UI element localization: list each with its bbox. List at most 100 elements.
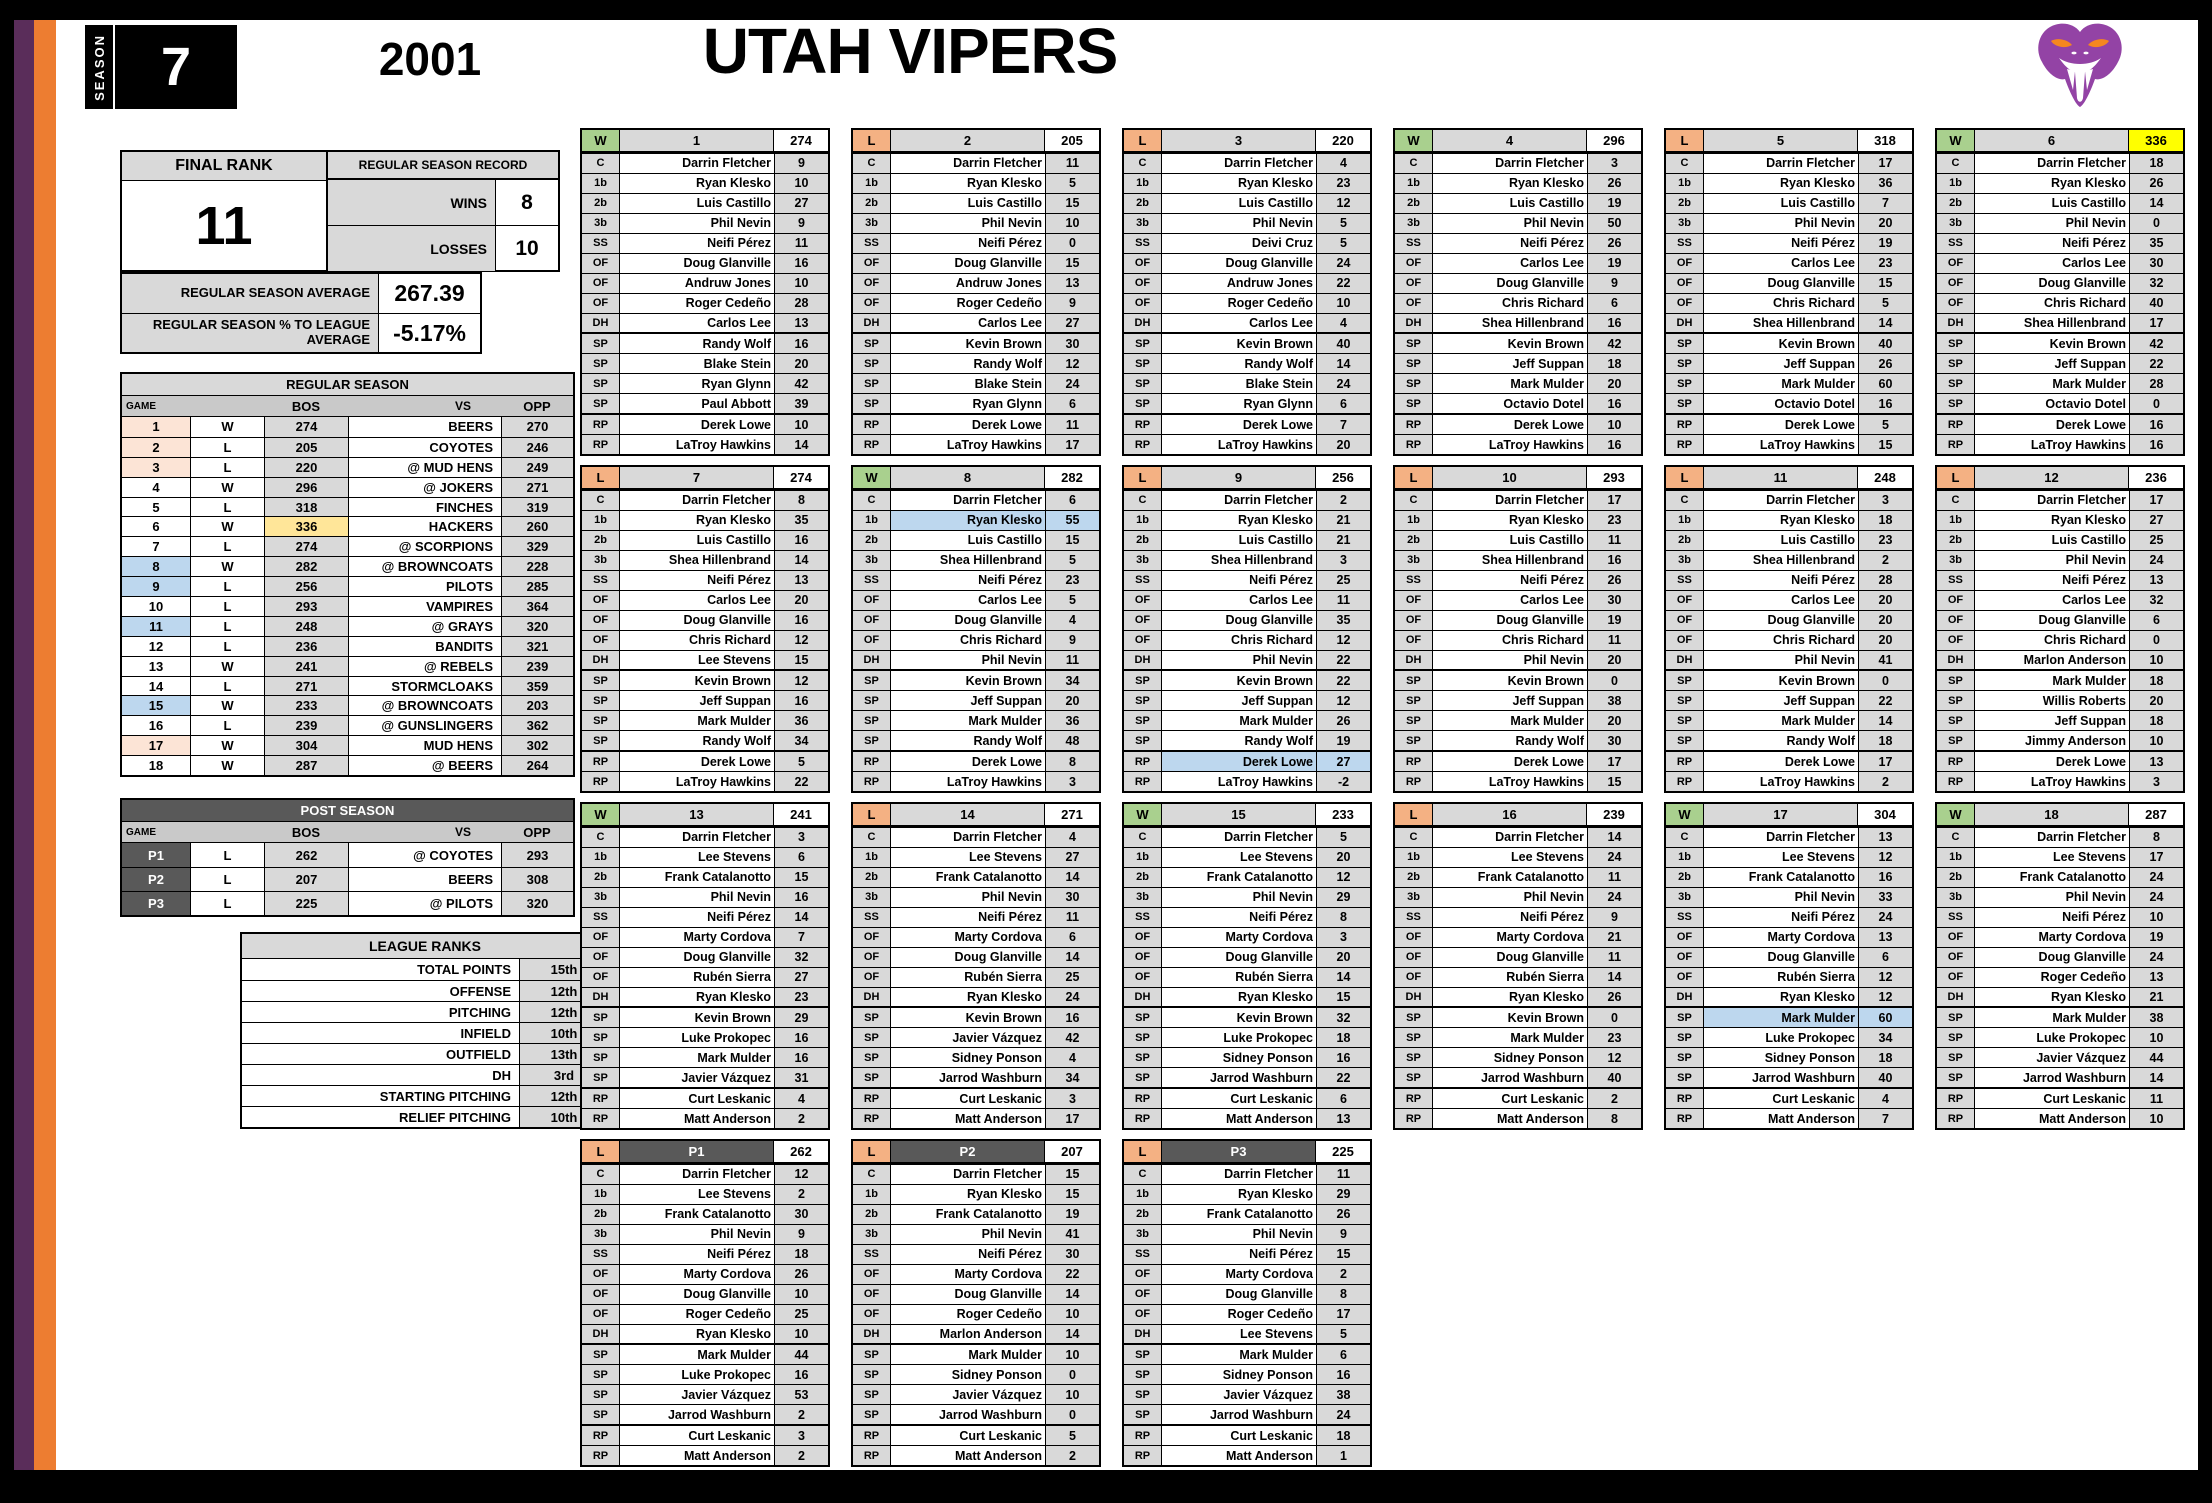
player-points-cell: 42 bbox=[774, 374, 828, 394]
team-score-cell: 274 bbox=[264, 537, 348, 557]
league-rank-row: DH 3rd bbox=[242, 1064, 608, 1085]
player-points-cell: 20 bbox=[1587, 374, 1641, 394]
player-row: SP Randy Wolf 30 bbox=[1395, 730, 1641, 753]
position-cell: SP bbox=[1395, 1008, 1433, 1028]
player-name-cell: Javier Vázquez bbox=[891, 1385, 1045, 1405]
player-name-cell: Mark Mulder bbox=[1162, 1345, 1316, 1365]
position-cell: SP bbox=[582, 1385, 620, 1405]
player-row: SP Mark Mulder 18 bbox=[1937, 671, 2183, 691]
game-box-header: W 18 287 bbox=[1937, 804, 2183, 827]
col-game: GAME bbox=[126, 826, 156, 838]
position-cell: SS bbox=[1666, 907, 1704, 927]
position-cell: RP bbox=[1395, 435, 1433, 455]
game-result-cell: W bbox=[1937, 130, 1975, 151]
player-points-cell: 10 bbox=[2129, 650, 2183, 670]
player-points-cell: 30 bbox=[2129, 253, 2183, 273]
player-row: SP Jeff Suppan 22 bbox=[1666, 690, 1912, 711]
game-number-cell: 7 bbox=[152, 539, 160, 555]
player-row: SP Mark Mulder 26 bbox=[1124, 710, 1370, 731]
player-name-cell: Phil Nevin bbox=[1704, 213, 1858, 233]
position-cell: OF bbox=[853, 1284, 891, 1304]
player-row: 1b Lee Stevens 2 bbox=[582, 1183, 828, 1204]
player-row: OF Roger Cedeño 17 bbox=[1124, 1303, 1370, 1324]
player-name-cell: Matt Anderson bbox=[1975, 1109, 2129, 1129]
player-row: DH Ryan Klesko 23 bbox=[582, 986, 828, 1009]
player-name-cell: Kevin Brown bbox=[891, 671, 1045, 691]
position-cell: SP bbox=[1666, 1048, 1704, 1068]
position-cell: C bbox=[853, 1165, 891, 1184]
position-cell: 3b bbox=[853, 213, 891, 233]
player-row: OF Chris Richard 40 bbox=[1937, 292, 2183, 313]
player-row: OF Doug Glanville 16 bbox=[582, 252, 828, 273]
player-points-cell: 23 bbox=[774, 987, 828, 1007]
player-row: OF Doug Glanville 14 bbox=[853, 946, 1099, 967]
player-row: RP LaTroy Hawkins 20 bbox=[1124, 434, 1370, 455]
player-points-cell: 16 bbox=[1316, 1048, 1370, 1068]
player-points-cell: 40 bbox=[1858, 1068, 1912, 1088]
position-cell: SS bbox=[853, 907, 891, 927]
position-cell: SP bbox=[853, 671, 891, 691]
player-name-cell: Phil Nevin bbox=[1433, 213, 1587, 233]
player-name-cell: Jeff Suppan bbox=[1433, 691, 1587, 711]
player-name-cell: Phil Nevin bbox=[1162, 1224, 1316, 1244]
position-cell: OF bbox=[582, 610, 620, 630]
team-score-cell: 241 bbox=[264, 656, 348, 676]
player-points-cell: 0 bbox=[1858, 671, 1912, 691]
player-points-cell: 12 bbox=[1858, 987, 1912, 1007]
position-cell: RP bbox=[1124, 415, 1162, 435]
game-box: W 15 233 C Darrin Fletcher 5 1b Lee Stevens 20 2b… bbox=[1122, 802, 1372, 1130]
position-cell: RP bbox=[1666, 435, 1704, 455]
team-score-cell: 287 bbox=[264, 756, 348, 776]
player-points-cell: 18 bbox=[1587, 354, 1641, 374]
player-name-cell: Ryan Klesko bbox=[1433, 987, 1587, 1007]
player-name-cell: Phil Nevin bbox=[1975, 213, 2129, 233]
player-name-cell: Derek Lowe bbox=[1704, 415, 1858, 435]
position-cell: OF bbox=[1124, 1284, 1162, 1304]
player-points-cell: 16 bbox=[1587, 394, 1641, 414]
position-cell: OF bbox=[582, 630, 620, 650]
player-points-cell: 40 bbox=[1858, 334, 1912, 354]
player-name-cell: Sidney Ponson bbox=[891, 1365, 1045, 1385]
player-row: RP LaTroy Hawkins 14 bbox=[582, 434, 828, 455]
league-rank-row: OUTFIELD 13th bbox=[242, 1043, 608, 1064]
player-row: SP Jarrod Washburn 40 bbox=[1395, 1067, 1641, 1090]
player-name-cell: Matt Anderson bbox=[1704, 1109, 1858, 1129]
player-points-cell: 10 bbox=[1045, 213, 1099, 233]
player-row: 3b Phil Nevin 20 bbox=[1666, 212, 1912, 233]
game-score-cell: 293 bbox=[1587, 467, 1641, 488]
player-points-cell: 10 bbox=[774, 1324, 828, 1344]
player-row: SP Sidney Ponson 16 bbox=[1124, 1364, 1370, 1385]
rank-label: OUTFIELD bbox=[242, 1044, 520, 1064]
player-row: RP LaTroy Hawkins 17 bbox=[853, 434, 1099, 455]
game-box: L 5 318 C Darrin Fletcher 17 1b Ryan Klesko 36 2b… bbox=[1664, 128, 1914, 456]
player-name-cell: Doug Glanville bbox=[1433, 273, 1587, 293]
player-row: 3b Phil Nevin 10 bbox=[853, 212, 1099, 233]
player-points-cell: 11 bbox=[1045, 907, 1099, 927]
position-cell: DH bbox=[853, 1324, 891, 1344]
game-label-cell: 8 bbox=[891, 467, 1045, 488]
position-cell: 2b bbox=[1395, 530, 1433, 550]
player-points-cell: 27 bbox=[1045, 847, 1099, 867]
player-points-cell: 17 bbox=[1316, 1304, 1370, 1324]
player-points-cell: 12 bbox=[1316, 691, 1370, 711]
player-name-cell: Mark Mulder bbox=[1433, 1028, 1587, 1048]
position-cell: RP bbox=[582, 1426, 620, 1446]
position-cell: SP bbox=[1124, 1028, 1162, 1048]
player-name-cell: Ryan Klesko bbox=[1162, 510, 1316, 530]
player-name-cell: Darrin Fletcher bbox=[1704, 491, 1858, 510]
player-points-cell: 26 bbox=[774, 1264, 828, 1284]
position-cell: OF bbox=[1395, 293, 1433, 313]
opponent-score-cell: 228 bbox=[501, 557, 573, 577]
player-name-cell: Chris Richard bbox=[1433, 630, 1587, 650]
game-box: W 13 241 C Darrin Fletcher 3 1b Lee Stevens 6 2b F… bbox=[580, 802, 830, 1130]
game-label-cell: 14 bbox=[891, 804, 1045, 825]
player-row: SS Neifi Pérez 13 bbox=[582, 569, 828, 590]
league-ranks-title: LEAGUE RANKS bbox=[242, 934, 608, 959]
player-row: SP Mark Mulder 20 bbox=[1395, 373, 1641, 394]
player-row: OF Doug Glanville 15 bbox=[1666, 272, 1912, 293]
player-name-cell: Doug Glanville bbox=[891, 1284, 1045, 1304]
position-cell: 3b bbox=[1395, 887, 1433, 907]
viper-logo-icon bbox=[2030, 16, 2130, 116]
game-box-header: L P2 207 bbox=[853, 1141, 1099, 1164]
position-cell: RP bbox=[1124, 1446, 1162, 1466]
